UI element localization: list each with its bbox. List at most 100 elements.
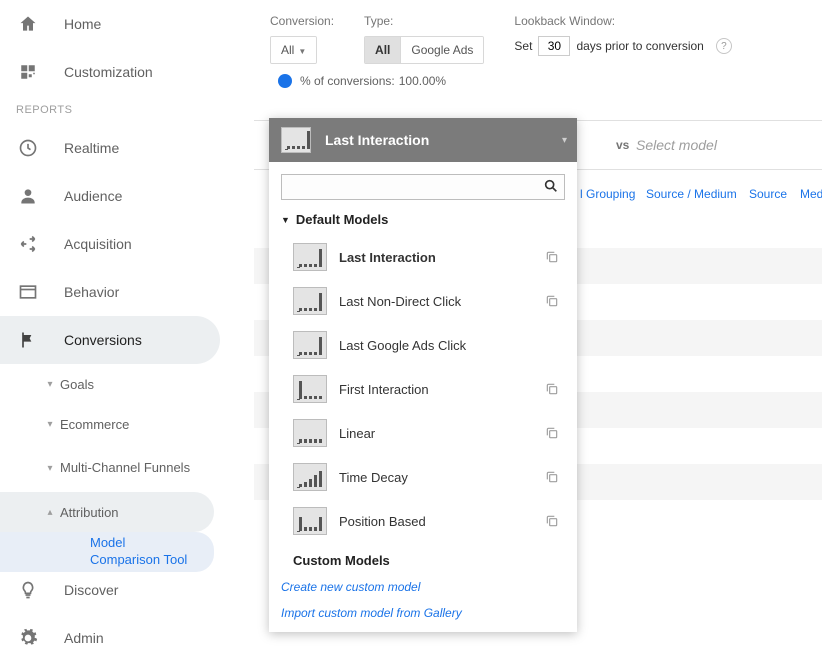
model-search [281, 174, 565, 200]
type-segmented[interactable]: All Google Ads [364, 36, 484, 64]
type-option-googleads[interactable]: Google Ads [401, 37, 483, 63]
behavior-icon [16, 280, 40, 304]
sub-label: Ecommerce [60, 417, 129, 432]
copy-icon[interactable] [545, 294, 559, 308]
type-option-all[interactable]: All [365, 37, 401, 63]
nav-discover[interactable]: Discover [0, 566, 230, 614]
search-icon[interactable] [543, 178, 559, 194]
model-icon [293, 375, 327, 403]
nav-label: Conversions [64, 332, 142, 348]
model-option[interactable]: First Interaction [281, 367, 565, 411]
nav-label: Realtime [64, 140, 119, 156]
model-label: Time Decay [339, 470, 408, 485]
filter-label: Lookback Window: [514, 14, 731, 28]
model-option[interactable]: Linear [281, 411, 565, 455]
nav-label: Acquisition [64, 236, 132, 252]
model-icon [293, 463, 327, 491]
filter-type: Type: All Google Ads [364, 14, 484, 64]
home-icon [16, 12, 40, 36]
model-icon [293, 419, 327, 447]
copy-icon[interactable] [545, 470, 559, 484]
gear-icon [16, 626, 40, 650]
select-model-placeholder[interactable]: Select model [636, 137, 717, 153]
section-reports-label: REPORTS [0, 96, 230, 124]
nav-audience[interactable]: Audience [0, 172, 230, 220]
conversion-select[interactable]: All▼ [270, 36, 317, 64]
link-create-custom-model[interactable]: Create new custom model [281, 580, 565, 594]
sub-label: Goals [60, 377, 94, 392]
model-icon [281, 127, 311, 153]
caret-down-icon: ▼ [281, 215, 290, 225]
lookback-input[interactable] [538, 36, 570, 56]
model-search-input[interactable] [281, 174, 565, 200]
model-label: Position Based [339, 514, 426, 529]
sub-ecommerce[interactable]: ▾ Ecommerce [0, 404, 230, 444]
flag-icon [16, 328, 40, 352]
copy-icon[interactable] [545, 250, 559, 264]
conversion-pct-value: 100.00% [399, 74, 446, 88]
sub-label: Attribution [60, 505, 119, 520]
dim-link-medium[interactable]: Mediu [800, 187, 822, 201]
model-icon [293, 243, 327, 271]
help-icon[interactable]: ? [716, 38, 732, 54]
lookback-prefix: Set [514, 39, 532, 53]
sub-label: Multi-Channel Funnels [60, 460, 190, 477]
nav-behavior[interactable]: Behavior [0, 268, 230, 316]
copy-icon[interactable] [545, 382, 559, 396]
nav-customization[interactable]: Customization [0, 48, 230, 96]
conversion-value[interactable]: All▼ [271, 37, 316, 63]
person-icon [16, 184, 40, 208]
filter-label: Type: [364, 14, 484, 28]
chevron-right-icon: ▾ [40, 379, 60, 390]
model-option[interactable]: Time Decay [281, 455, 565, 499]
nav-label: Behavior [64, 284, 119, 300]
lookback-suffix: days prior to conversion [576, 39, 703, 53]
nav-label: Home [64, 16, 101, 32]
chevron-right-icon: ▾ [40, 463, 60, 474]
sub-attribution[interactable]: ▴ Attribution [0, 492, 214, 532]
chevron-down-icon: ▾ [562, 135, 567, 146]
nav-conversions[interactable]: Conversions [0, 316, 220, 364]
nav-home[interactable]: Home [0, 0, 230, 48]
nav-label: Customization [64, 64, 153, 80]
sub-goals[interactable]: ▾ Goals [0, 364, 230, 404]
filter-row: Conversion: All▼ Type: All Google Ads Lo… [254, 0, 822, 70]
model-label: First Interaction [339, 382, 429, 397]
group-custom-models[interactable]: Custom Models [293, 553, 565, 568]
dim-link-source-medium[interactable]: Source / Medium [646, 187, 737, 201]
dim-link-source[interactable]: Source [749, 187, 787, 201]
chevron-up-icon: ▴ [40, 507, 60, 518]
acquisition-icon [16, 232, 40, 256]
group-default-models[interactable]: ▼ Default Models [281, 212, 565, 227]
nav-admin[interactable]: Admin [0, 614, 230, 662]
dim-link-grouping[interactable]: l Grouping [580, 187, 635, 201]
dropdown-header[interactable]: Last Interaction ▾ [269, 118, 577, 162]
model-dropdown: Last Interaction ▾ ▼ Default Models Last… [269, 118, 577, 632]
nav-label: Admin [64, 630, 104, 646]
nav-realtime[interactable]: Realtime [0, 124, 230, 172]
copy-icon[interactable] [545, 426, 559, 440]
model-label: Linear [339, 426, 375, 441]
conversion-pct-label: % of conversions: [300, 74, 395, 88]
model-option[interactable]: Last Interaction [281, 235, 565, 279]
filter-conversion: Conversion: All▼ [270, 14, 334, 64]
sub-sub-label: Model Comparison Tool [90, 535, 198, 569]
link-import-custom-model[interactable]: Import custom model from Gallery [281, 606, 565, 620]
sub-multichannel[interactable]: ▾ Multi-Channel Funnels [0, 444, 230, 492]
conversion-pct-row: % of conversions: 100.00% [254, 70, 822, 98]
nav-label: Discover [64, 582, 118, 598]
dropdown-header-label: Last Interaction [325, 132, 429, 148]
main-panel: Conversion: All▼ Type: All Google Ads Lo… [254, 0, 822, 662]
copy-icon[interactable] [545, 514, 559, 528]
model-icon [293, 331, 327, 359]
model-icon [293, 507, 327, 535]
model-option[interactable]: Last Google Ads Click [281, 323, 565, 367]
filter-label: Conversion: [270, 14, 334, 28]
model-label: Last Non-Direct Click [339, 294, 461, 309]
model-option[interactable]: Last Non-Direct Click [281, 279, 565, 323]
model-option[interactable]: Position Based [281, 499, 565, 543]
nav-acquisition[interactable]: Acquisition [0, 220, 230, 268]
nav-label: Audience [64, 188, 122, 204]
conversion-dot-icon [278, 74, 292, 88]
sidebar: Home Customization REPORTS Realtime Audi… [0, 0, 230, 662]
